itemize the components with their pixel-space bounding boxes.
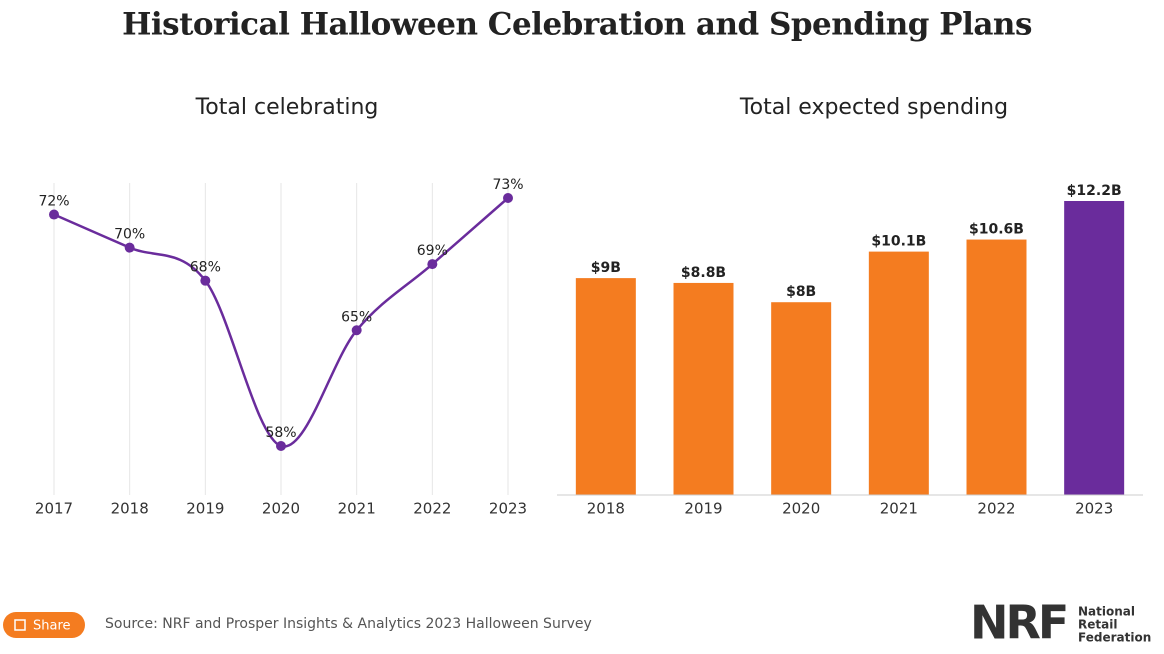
page-title: Historical Halloween Celebration and Spe… [122,7,1032,43]
x-tick-label: 2023 [1075,500,1113,518]
data-label: 72% [38,194,69,210]
logo-line: National [1078,605,1135,619]
x-tick-label: 2021 [338,500,376,518]
x-tick-label: 2019 [186,500,224,518]
share-icon[interactable] [14,619,26,631]
chart-title: Total expected spending [739,95,1008,120]
logo-line: Federation [1078,631,1151,645]
x-tick-label: 2023 [489,500,527,518]
x-tick-label: 2017 [35,500,73,518]
data-label: $8B [786,284,816,300]
x-tick-label: 2020 [782,500,820,518]
point [49,209,59,220]
data-label: 70% [114,227,145,243]
x-tick-label: 2022 [413,500,451,518]
x-tick-label: 2018 [111,500,149,518]
x-tick-label: 2020 [262,500,300,518]
data-label: 65% [341,309,372,325]
data-label: 69% [417,243,448,259]
point [351,325,362,336]
x-tick-label: 2019 [684,500,722,518]
share-button[interactable]: Share [3,612,85,638]
logo-mark: NRF [970,596,1066,650]
bar [673,282,734,495]
data-label: $10.6B [969,222,1024,238]
chart-title: Total celebrating [195,95,379,120]
bar [966,239,1027,495]
bar [1064,201,1125,495]
share-background[interactable] [3,612,85,638]
data-label: $8.8B [681,265,726,281]
bar [771,302,832,495]
point [200,275,211,286]
source: Source: NRF and Prosper Insights & Analy… [105,616,592,632]
share-label[interactable]: Share [33,619,71,634]
point [276,441,286,451]
data-label: $12.2B [1067,183,1122,199]
point [124,242,135,253]
point [503,193,513,203]
data-label: 73% [492,177,523,193]
bar [575,278,636,495]
data-label: $9B [591,260,621,276]
data-label: $10.1B [871,234,926,250]
logo-line: Retail [1078,618,1117,632]
point [427,259,438,270]
data-label: 68% [190,260,221,276]
data-label: 58% [265,425,296,441]
x-tick-label: 2022 [977,500,1015,518]
x-tick-label: 2018 [587,500,625,518]
x-tick-label: 2021 [880,500,918,518]
bar [868,251,929,495]
